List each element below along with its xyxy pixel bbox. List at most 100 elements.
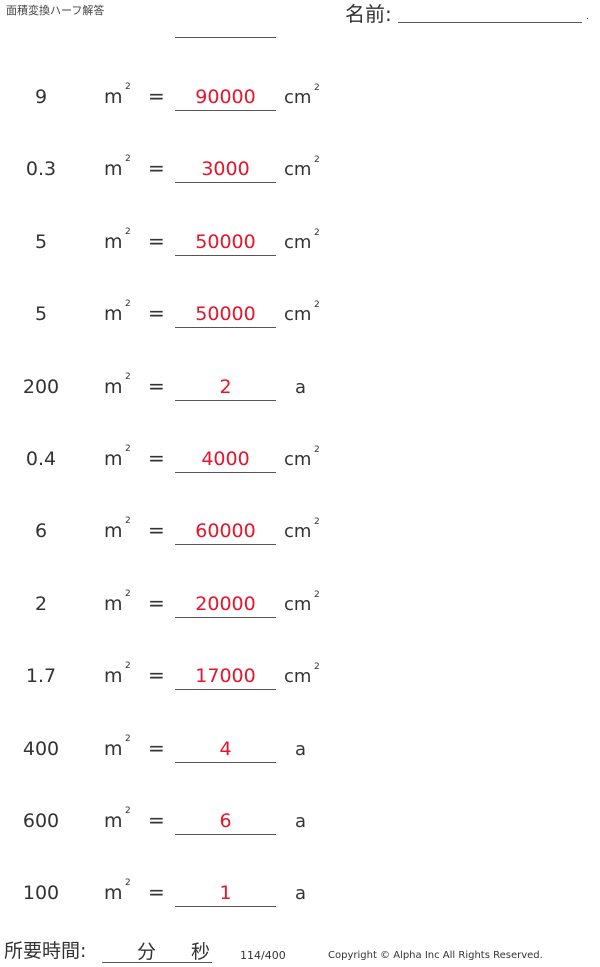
answer-field[interactable]: 90000 xyxy=(175,86,276,111)
problem-row: 0.4 m 2 = 4000 cm 2 xyxy=(0,444,600,478)
equals-sign: = xyxy=(148,84,165,108)
from-unit: m xyxy=(104,592,123,615)
page-number: 114/400 xyxy=(240,949,286,962)
from-unit: m xyxy=(104,520,123,543)
from-unit-superscript: 2 xyxy=(125,299,131,310)
problem-value: 200 xyxy=(22,375,60,398)
to-unit: cm xyxy=(284,159,312,181)
equals-sign: = xyxy=(148,590,165,615)
problem-row: 9 m 2 = 90000 cm 2 xyxy=(0,82,600,116)
answer-field[interactable]: 3000 xyxy=(175,158,276,184)
from-unit: m xyxy=(104,158,123,181)
to-unit: cm xyxy=(284,593,312,615)
problem-value: 0.3 xyxy=(25,158,57,181)
from-unit-superscript: 2 xyxy=(125,444,131,454)
problem-row: 100 m 2 = 1 a xyxy=(0,878,600,912)
from-unit-superscript: 2 xyxy=(125,806,131,816)
header-blank-line xyxy=(175,37,276,38)
from-unit-superscript: 2 xyxy=(125,82,131,92)
from-unit-superscript: 2 xyxy=(125,516,131,527)
to-unit-superscript: 2 xyxy=(314,517,320,528)
name-field-line[interactable] xyxy=(398,22,582,23)
from-unit: m xyxy=(104,882,123,905)
from-unit-superscript: 2 xyxy=(125,371,131,382)
equals-sign: = xyxy=(148,156,165,181)
from-unit-superscript: 2 xyxy=(125,661,131,672)
answer-field[interactable]: 17000 xyxy=(175,665,276,691)
answer-field[interactable]: 4 xyxy=(175,738,276,763)
from-unit: m xyxy=(104,230,123,253)
problem-value: 5 xyxy=(34,303,48,326)
problem-value: 600 xyxy=(22,810,60,832)
problem-value: 0.4 xyxy=(25,448,57,470)
problem-row: 1.7 m 2 = 17000 cm 2 xyxy=(0,661,600,695)
answer-field[interactable]: 6 xyxy=(175,810,276,835)
to-unit: cm xyxy=(284,304,312,326)
answer-field[interactable]: 2 xyxy=(175,376,276,401)
minutes-label: 分 xyxy=(137,941,157,963)
to-unit-superscript: 2 xyxy=(314,155,320,166)
to-unit-superscript: 2 xyxy=(314,300,320,311)
equals-sign: = xyxy=(148,301,165,326)
from-unit: m xyxy=(104,810,123,832)
to-unit-superscript: 2 xyxy=(314,227,320,238)
from-unit: m xyxy=(104,737,123,760)
equals-sign: = xyxy=(148,663,165,688)
problem-row: 6 m 2 = 60000 cm 2 xyxy=(0,516,600,550)
name-dot: . xyxy=(586,12,589,22)
from-unit: m xyxy=(104,86,123,108)
name-label: 名前: xyxy=(345,2,392,26)
problem-value: 1.7 xyxy=(25,665,57,688)
problem-row: 600 m 2 = 6 a xyxy=(0,806,600,840)
from-unit-superscript: 2 xyxy=(125,154,131,165)
to-unit: cm xyxy=(284,231,312,253)
equals-sign: = xyxy=(148,735,165,760)
to-unit: cm xyxy=(284,87,312,108)
from-unit-superscript: 2 xyxy=(125,733,131,744)
from-unit: m xyxy=(104,375,123,398)
problem-value: 5 xyxy=(34,230,48,253)
problem-value: 100 xyxy=(22,882,60,905)
to-unit: cm xyxy=(284,521,312,543)
to-unit: a xyxy=(295,811,307,832)
to-unit: cm xyxy=(284,449,312,470)
from-unit: m xyxy=(104,448,123,470)
to-unit-superscript: 2 xyxy=(314,445,320,455)
time-field-line[interactable] xyxy=(102,962,212,963)
problem-value: 6 xyxy=(34,520,48,543)
equals-sign: = xyxy=(148,880,165,905)
problem-row: 5 m 2 = 50000 cm 2 xyxy=(0,299,600,333)
seconds-label: 秒 xyxy=(191,941,211,963)
answer-field[interactable]: 4000 xyxy=(175,448,276,473)
answer-field[interactable]: 1 xyxy=(175,882,276,908)
equals-sign: = xyxy=(148,808,165,832)
answer-field[interactable]: 60000 xyxy=(175,520,276,546)
from-unit: m xyxy=(104,665,123,688)
to-unit: a xyxy=(295,738,307,760)
equals-sign: = xyxy=(148,228,165,253)
problem-row: 400 m 2 = 4 a xyxy=(0,734,600,768)
to-unit: a xyxy=(295,376,307,398)
equals-sign: = xyxy=(148,446,165,470)
answer-field[interactable]: 50000 xyxy=(175,303,276,329)
to-unit: cm xyxy=(284,666,312,688)
worksheet-title: 面積変換ハーフ解答 xyxy=(6,4,105,17)
problem-value: 400 xyxy=(22,737,60,760)
equals-sign: = xyxy=(148,518,165,543)
from-unit: m xyxy=(104,303,123,326)
problem-row: 5 m 2 = 50000 cm 2 xyxy=(0,227,600,261)
time-label: 所要時間: xyxy=(4,940,87,962)
to-unit-superscript: 2 xyxy=(314,662,320,673)
from-unit-superscript: 2 xyxy=(125,588,131,599)
problem-row: 2 m 2 = 20000 cm 2 xyxy=(0,589,600,623)
problem-row: 0.3 m 2 = 3000 cm 2 xyxy=(0,154,600,188)
answer-field[interactable]: 50000 xyxy=(175,231,276,256)
to-unit: a xyxy=(295,883,307,905)
from-unit-superscript: 2 xyxy=(125,226,131,237)
from-unit-superscript: 2 xyxy=(125,878,131,889)
answer-field[interactable]: 20000 xyxy=(175,593,276,618)
equals-sign: = xyxy=(148,373,165,398)
to-unit-superscript: 2 xyxy=(314,589,320,600)
problem-row: 200 m 2 = 2 a xyxy=(0,372,600,406)
to-unit-superscript: 2 xyxy=(314,83,320,93)
